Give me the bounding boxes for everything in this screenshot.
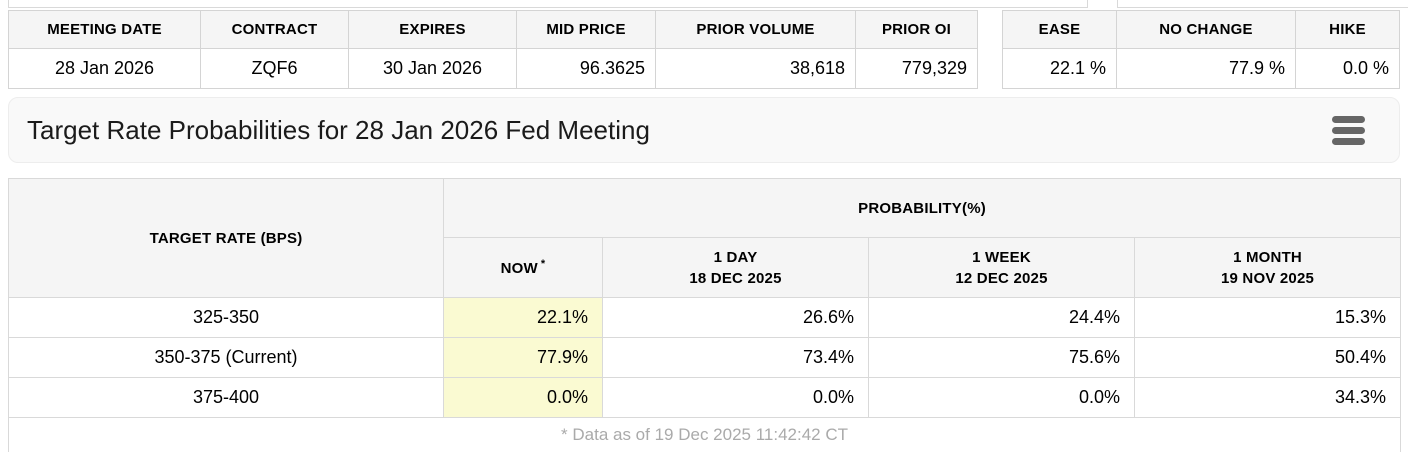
meeting-summary-section: MEETING DATE CONTRACT EXPIRES MID PRICE … [8, 10, 1400, 89]
probability-group-header-row: TARGET RATE (BPS) PROBABILITY(%) [8, 178, 1402, 298]
target-rate-value: 325-350 [8, 297, 444, 338]
table-gap [978, 10, 1002, 89]
period-date: 19 NOV 2025 [1220, 269, 1315, 287]
ease-header: EASE [1002, 10, 1117, 49]
hike-value: 0.0 % [1295, 48, 1400, 89]
mid-price-header: MID PRICE [516, 10, 656, 49]
now-probability: 77.9% [443, 337, 603, 378]
one-month-column-header: 1 MONTH 19 NOV 2025 [1133, 237, 1402, 298]
target-rate-value: 350-375 (Current) [8, 337, 444, 378]
footnote-marker: * [540, 257, 546, 270]
cropped-row-left [8, 0, 1088, 8]
meeting-info-header-row: MEETING DATE CONTRACT EXPIRES MID PRICE … [8, 10, 978, 49]
one-week-probability: 75.6% [868, 337, 1135, 378]
prior-volume-value: 38,618 [655, 48, 856, 89]
contract-header: CONTRACT [200, 10, 349, 49]
meeting-date-header: MEETING DATE [8, 10, 201, 49]
hamburger-bar [1332, 126, 1365, 134]
data-as-of-footnote: * Data as of 19 Dec 2025 11:42:42 CT [7, 417, 1402, 452]
no-change-header: NO CHANGE [1116, 10, 1296, 49]
one-day-column-header: 1 DAY 18 DEC 2025 [602, 237, 869, 298]
chart-title-bar: Target Rate Probabilities for 28 Jan 202… [8, 97, 1400, 163]
rate-action-data-row: 22.1 % 77.9 % 0.0 % [1002, 48, 1400, 89]
hamburger-icon[interactable] [1330, 112, 1367, 149]
one-week-probability: 24.4% [868, 297, 1135, 338]
prior-oi-header: PRIOR OI [855, 10, 978, 49]
one-day-probability: 73.4% [602, 337, 869, 378]
prior-volume-header: PRIOR VOLUME [655, 10, 856, 49]
table-row: 375-400 0.0% 0.0% 0.0% 34.3% [8, 377, 1402, 418]
one-week-column-header: 1 WEEK 12 DEC 2025 [868, 237, 1135, 298]
mid-price-value: 96.3625 [516, 48, 656, 89]
period-date: 12 DEC 2025 [955, 269, 1048, 287]
table-row: 325-350 22.1% 26.6% 24.4% 15.3% [8, 297, 1402, 338]
probability-subheader-row: NOW * 1 DAY 18 DEC 2025 1 WEEK 12 DEC 202… [9, 237, 1402, 298]
hike-header: HIKE [1295, 10, 1400, 49]
one-week-probability: 0.0% [868, 377, 1135, 418]
table-row: 350-375 (Current) 77.9% 73.4% 75.6% 50.4… [8, 337, 1402, 378]
one-month-probability: 34.3% [1133, 377, 1402, 418]
contract-value: ZQF6 [200, 48, 349, 89]
now-column-header: NOW * [443, 237, 603, 298]
meeting-info-data-row: 28 Jan 2026 ZQF6 30 Jan 2026 96.3625 38,… [8, 48, 978, 89]
now-probability: 22.1% [443, 297, 603, 338]
cropped-row-right [1117, 0, 1408, 8]
hamburger-bar [1332, 137, 1365, 145]
one-day-probability: 26.6% [602, 297, 869, 338]
expires-header: EXPIRES [348, 10, 517, 49]
period-label: 1 DAY [713, 248, 758, 266]
footnote-row: * Data as of 19 Dec 2025 11:42:42 CT [7, 417, 1402, 452]
one-month-probability: 50.4% [1133, 337, 1402, 378]
period-label: 1 MONTH [1233, 248, 1302, 266]
ease-value: 22.1 % [1002, 48, 1117, 89]
prior-oi-value: 779,329 [855, 48, 978, 89]
rate-action-table: EASE NO CHANGE HIKE 22.1 % 77.9 % 0.0 % [1002, 10, 1400, 89]
probability-table: TARGET RATE (BPS) PROBABILITY(%) NOW * 1 … [7, 178, 1402, 452]
rate-action-header-row: EASE NO CHANGE HIKE [1002, 10, 1400, 49]
probability-header: PROBABILITY(%) [442, 178, 1402, 238]
no-change-value: 77.9 % [1116, 48, 1296, 89]
meeting-info-table: MEETING DATE CONTRACT EXPIRES MID PRICE … [8, 10, 978, 89]
meeting-date-value: 28 Jan 2026 [8, 48, 201, 89]
one-day-probability: 0.0% [602, 377, 869, 418]
now-probability: 0.0% [443, 377, 603, 418]
period-date: 18 DEC 2025 [689, 269, 782, 287]
expires-value: 30 Jan 2026 [348, 48, 517, 89]
one-month-probability: 15.3% [1133, 297, 1402, 338]
cropped-row-above [0, 0, 1408, 9]
target-rate-value: 375-400 [8, 377, 444, 418]
hamburger-bar [1332, 115, 1365, 123]
target-rate-header: TARGET RATE (BPS) [8, 178, 444, 298]
period-label: 1 WEEK [972, 248, 1031, 266]
page-title: Target Rate Probabilities for 28 Jan 202… [27, 114, 650, 145]
